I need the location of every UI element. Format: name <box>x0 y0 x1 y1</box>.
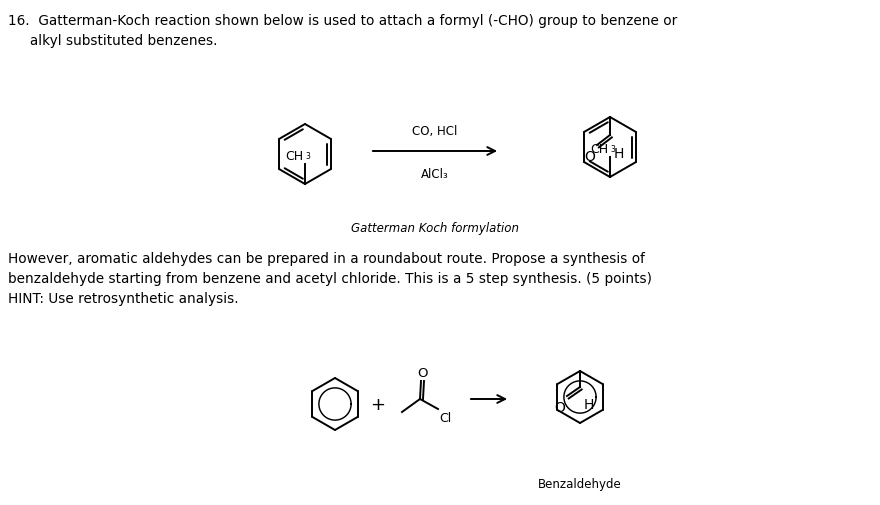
Text: $_3$: $_3$ <box>304 150 311 163</box>
Text: Gatterman Koch formylation: Gatterman Koch formylation <box>351 222 519 234</box>
Text: O: O <box>417 366 428 379</box>
Text: O: O <box>554 400 565 414</box>
Text: HINT: Use retrosynthetic analysis.: HINT: Use retrosynthetic analysis. <box>8 291 238 306</box>
Text: 16.  Gatterman-Koch reaction shown below is used to attach a formyl (-CHO) group: 16. Gatterman-Koch reaction shown below … <box>8 14 678 28</box>
Text: H: H <box>584 397 594 411</box>
Text: Cl: Cl <box>439 411 451 424</box>
Text: $_3$: $_3$ <box>610 143 616 156</box>
Text: CH: CH <box>590 143 608 156</box>
Text: CO, HCl: CO, HCl <box>413 125 458 138</box>
Text: alkyl substituted benzenes.: alkyl substituted benzenes. <box>8 34 217 48</box>
Text: AlCl₃: AlCl₃ <box>422 168 449 181</box>
Text: CH: CH <box>285 149 303 163</box>
Text: H: H <box>614 147 625 161</box>
Text: O: O <box>584 149 595 164</box>
Text: benzaldehyde starting from benzene and acetyl chloride. This is a 5 step synthes: benzaldehyde starting from benzene and a… <box>8 272 652 285</box>
Text: Benzaldehyde: Benzaldehyde <box>539 477 622 490</box>
Text: However, aromatic aldehydes can be prepared in a roundabout route. Propose a syn: However, aromatic aldehydes can be prepa… <box>8 251 645 266</box>
Text: +: + <box>370 395 385 413</box>
